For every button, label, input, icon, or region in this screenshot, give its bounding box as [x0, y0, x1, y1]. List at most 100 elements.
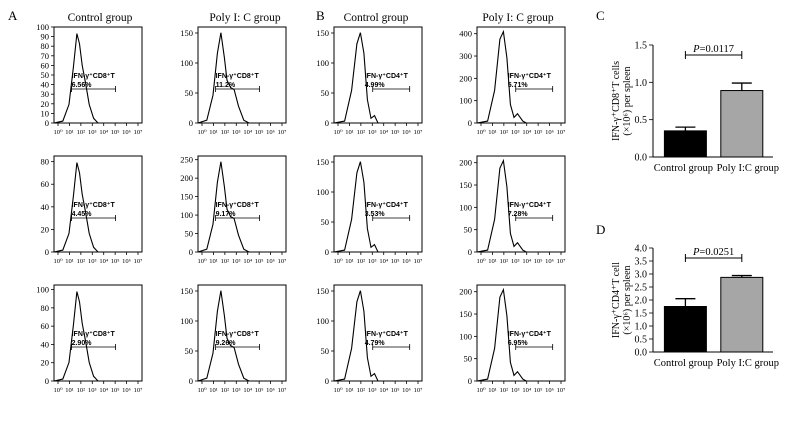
- x-tick-label: 10⁵: [391, 387, 400, 394]
- x-tick-label: 10⁵: [255, 129, 264, 136]
- y-tick-label: 80: [41, 157, 50, 167]
- x-tick-label: 10⁴: [243, 387, 253, 394]
- x-tick-label: 10¹: [209, 387, 218, 394]
- panel-label-b: B: [316, 8, 325, 23]
- y-tick-label: 40: [41, 339, 50, 349]
- x-tick-label: 10²: [357, 258, 366, 265]
- x-tick-label: 10⁰: [333, 129, 343, 136]
- x-tick-label: 10⁴: [522, 129, 532, 136]
- x-tick-label: 10⁶: [402, 129, 411, 136]
- x-tick-label: 10⁵: [111, 387, 120, 394]
- y-tick-label: 0.5: [635, 115, 648, 126]
- y-tick-label: 1.0: [635, 322, 648, 333]
- x-tick-label: 10⁴: [379, 387, 389, 394]
- x-tick-label: 10³: [88, 258, 97, 265]
- gate-bracket: [215, 215, 260, 221]
- x-tick-label: 10¹: [65, 129, 74, 136]
- panel-label-c: C: [596, 8, 605, 23]
- gate-bracket: [71, 86, 116, 92]
- y-tick-label: 150: [180, 28, 193, 38]
- x-tick-label: 10⁶: [266, 129, 275, 136]
- plot-frame: [197, 284, 287, 382]
- y-tick-label: 2.0: [635, 296, 648, 307]
- y-tick-label: 60: [41, 60, 50, 70]
- x-tick-label: 10⁵: [534, 129, 543, 136]
- gate-percent: 6.56%: [72, 82, 93, 89]
- x-tick-label: 10²: [500, 129, 509, 136]
- gate-percent: 5.71%: [508, 82, 529, 89]
- x-tick-label: 10⁴: [379, 129, 389, 136]
- gate-marker-label: IFN-γ⁺CD4⁺T: [365, 330, 409, 338]
- gate-bracket: [71, 215, 116, 221]
- y-tick-label: 300: [459, 51, 472, 61]
- plot-frame: [197, 26, 287, 124]
- histogram-b-r3-c1: 0 50 100 150 10⁰ 10¹ 10² 10³ 10⁴ 10⁵ 10⁶ 10⁷ IFN-γ⁺C…: [316, 284, 423, 394]
- gate-marker-label: IFN-γ⁺CD4⁺T: [365, 201, 409, 209]
- error-bar: [675, 126, 696, 131]
- histogram-b-r2-c1: 0 50 100 150 10⁰ 10¹ 10² 10³ 10⁴ 10⁵ 10⁶ 10⁷ IFN-γ⁺C…: [316, 155, 423, 265]
- y-tick-label: 100: [180, 58, 193, 68]
- x-tick-label: 10¹: [488, 387, 497, 394]
- gate-percent: 9.26%: [216, 340, 237, 347]
- y-tick-label: 0: [189, 376, 193, 386]
- gate-marker-label: IFN-γ⁺CD8⁺T: [216, 201, 260, 209]
- x-tick-label: 10⁶: [545, 387, 554, 394]
- y-tick-label: 0: [325, 247, 329, 257]
- x-tick-label: 10⁶: [545, 258, 554, 265]
- x-tick-label: 10⁴: [99, 258, 109, 265]
- y-tick-label: 10: [41, 108, 50, 118]
- x-tick-label: 10²: [77, 258, 86, 265]
- x-tick-label: 10³: [88, 387, 97, 394]
- bar-chart-c: 0.0 0.5 1.0 1.5 Control group Poly I:C group P…: [611, 41, 779, 175]
- gate-percent: 11.2%: [216, 82, 236, 89]
- x-tick-label: 10⁰: [333, 387, 343, 394]
- y-tick-label: 20: [41, 358, 50, 368]
- histogram-curve: [333, 161, 422, 253]
- gate-bracket: [372, 344, 411, 350]
- y-tick-label: 100: [316, 58, 329, 68]
- gate-bracket: [372, 215, 411, 221]
- y-tick-label: 0: [45, 376, 49, 386]
- y-tick-label: 0: [468, 247, 472, 257]
- x-tick-label: 10²: [500, 258, 509, 265]
- histogram-b-r1-c1: 0 50 100 150 10⁰ 10¹ 10² 10³ 10⁴ 10⁵ 10⁶ 10⁷ IFN-γ⁺C…: [316, 26, 423, 136]
- gate-percent: 4.79%: [365, 340, 386, 347]
- y-tick-label: 4.0: [635, 244, 648, 255]
- x-tick-label: 10⁷: [414, 258, 423, 265]
- histogram-curve: [53, 162, 142, 253]
- y-tick-label: 50: [321, 217, 330, 227]
- x-category-label: Control group: [654, 163, 713, 174]
- x-tick-label: 10⁰: [53, 129, 63, 136]
- x-tick-label: 10⁵: [255, 387, 264, 394]
- gate-bracket: [215, 86, 260, 92]
- y-tick-label: 50: [41, 70, 50, 80]
- gate-marker-label: IFN-γ⁺CD4⁺T: [508, 72, 552, 80]
- x-category-label: Control group: [654, 358, 713, 369]
- gate-bracket: [372, 86, 411, 92]
- x-tick-label: 10²: [500, 387, 509, 394]
- y-tick-label: 3.5: [635, 257, 648, 268]
- x-tick-label: 10¹: [345, 129, 354, 136]
- gate-bracket: [215, 344, 260, 350]
- y-tick-label: 0: [468, 118, 472, 128]
- gate-percent: 9.17%: [216, 211, 237, 218]
- y-tick-label: 100: [36, 285, 49, 295]
- histogram-a-r2-c1: 0 20 40 60 80 10⁰ 10¹ 10² 10³ 10⁴ 10⁵ 10⁶ 10⁷ IFN-γ⁺C…: [41, 155, 143, 265]
- y-tick-label: 200: [459, 73, 472, 83]
- error-bar: [731, 82, 752, 91]
- bar-polyic: [720, 90, 764, 158]
- y-tick-label: 0: [189, 118, 193, 128]
- header-a-control: Control group: [68, 12, 133, 24]
- p-value: P=0.0251: [692, 247, 734, 258]
- y-tick-label: 20: [41, 99, 50, 109]
- histogram-curve: [53, 291, 142, 382]
- bar-control: [663, 130, 707, 158]
- gate-marker-label: IFN-γ⁺CD8⁺T: [72, 201, 116, 209]
- error-bar: [731, 274, 752, 278]
- y-tick-label: 70: [41, 51, 50, 61]
- gate-percent: 4.45%: [72, 211, 93, 218]
- x-tick-label: 10⁷: [278, 129, 287, 136]
- error-bar: [675, 298, 696, 307]
